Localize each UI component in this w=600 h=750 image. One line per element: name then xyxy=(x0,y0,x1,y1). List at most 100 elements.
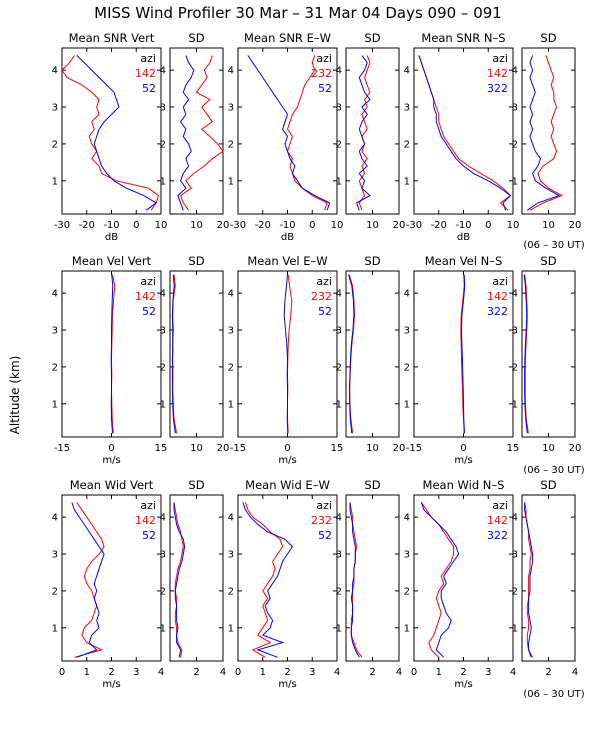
vel-ew-sd-xtick-label: 10 xyxy=(366,443,379,454)
vel-ew-ytick-label: 3 xyxy=(228,326,234,337)
wid-vert-sd-ytick-label: 1 xyxy=(160,623,166,634)
vel-ns-sd-title: SD xyxy=(540,254,556,268)
snr-ew-title: Mean SNR E–W xyxy=(244,31,331,45)
vel-vert-sd-title: SD xyxy=(188,254,204,268)
snr-ew-ytick-label: 1 xyxy=(228,176,234,187)
vel-vert-series-52 xyxy=(110,274,114,434)
vel-ew-xtick-label: 15 xyxy=(331,443,344,454)
vel-ew-xtick-label: 0 xyxy=(284,443,290,454)
wid-ew-legend-header: azi xyxy=(316,499,332,512)
vel-ew-series-52 xyxy=(283,274,289,434)
snr-ew-sd-frame xyxy=(345,47,400,215)
wid-ew-ytick-label: 4 xyxy=(228,513,234,524)
wid-ns-sd-xtick-label: 4 xyxy=(572,667,578,678)
vel-ns-sd-ytick-label: 3 xyxy=(512,326,518,337)
vel-vert-sd-ytick-label: 2 xyxy=(160,362,166,373)
wid-ns-xtick-label: 2 xyxy=(460,667,466,678)
snr-vert-ytick-label: 2 xyxy=(52,139,58,150)
wid-ew-ytick-label: 1 xyxy=(228,623,234,634)
snr-ew-sd-ytick-label: 2 xyxy=(336,139,342,150)
wid-vert-legend-entry: 142 xyxy=(135,514,156,527)
snr-vert-legend-entry: 142 xyxy=(135,67,156,80)
snr-vert-xtick-label: -10 xyxy=(103,220,119,231)
vel-ns-sd-panel: SD 1 2 3 4 10 20 xyxy=(512,254,582,454)
snr-ew-xlabel: dB xyxy=(281,232,294,243)
snr-vert-sd-ytick-label: 4 xyxy=(160,66,166,77)
wid-ns-ytick-label: 3 xyxy=(404,550,410,561)
vel-ns-legend-entry: 322 xyxy=(487,305,508,318)
snr-ew-sd-xtick-label: 10 xyxy=(366,220,379,231)
wid-vert-sd-ytick-label: 4 xyxy=(160,513,166,524)
vel-ns-sd-xtick-label: 10 xyxy=(542,443,555,454)
wid-vert-ytick-label: 1 xyxy=(52,623,58,634)
wid-ns-sd-series-142 xyxy=(524,502,534,658)
vel-vert-title: Mean Vel Vert xyxy=(72,254,152,268)
vel-vert-ytick-label: 1 xyxy=(52,399,58,410)
snr-ew-xtick-label: 0 xyxy=(309,220,315,231)
wid-vert-ytick-label: 3 xyxy=(52,550,58,561)
altitude-axis-label: Altitude (km) xyxy=(8,356,22,435)
snr-vert-sd-xtick-label: 10 xyxy=(190,220,203,231)
wid-ns-sd-ytick-label: 1 xyxy=(512,623,518,634)
snr-ns-sd-panel: SD 1 2 3 4 10 20 xyxy=(512,31,582,231)
snr-ew-xtick-label: -20 xyxy=(255,220,271,231)
wid-ew-sd-title: SD xyxy=(364,478,380,492)
wid-ns-legend-entry: 322 xyxy=(487,529,508,542)
snr-ew-xtick-label: 10 xyxy=(331,220,344,231)
snr-ns-ytick-label: 2 xyxy=(404,139,410,150)
snr-ew-series-52 xyxy=(247,55,331,211)
snr-vert-title: Mean SNR Vert xyxy=(69,31,155,45)
wid-vert-ytick-label: 4 xyxy=(52,513,58,524)
vel-vert-ytick-label: 3 xyxy=(52,326,58,337)
wid-ew-sd-panel: SD 1 2 3 4 2 4 xyxy=(336,478,403,678)
wid-ew-legend-entry: 232 xyxy=(311,514,332,527)
wid-vert-sd-series-52 xyxy=(173,502,186,658)
vel-ns-ytick-label: 1 xyxy=(404,399,410,410)
snr-ew-xtick-label: -30 xyxy=(230,220,246,231)
wid-ew-xtick-label: 2 xyxy=(284,667,290,678)
wid-ns-title: Mean Wid N–S xyxy=(423,478,505,492)
snr-ns-sd-series-142 xyxy=(529,55,563,211)
snr-ns-sd-ytick-label: 2 xyxy=(512,139,518,150)
snr-ew-legend-header: azi xyxy=(316,52,332,65)
snr-ew-legend-entry: 52 xyxy=(318,82,332,95)
vel-vert-legend-entry: 142 xyxy=(135,290,156,303)
vel-ew-xlabel: m/s xyxy=(278,455,296,466)
wid-ns-sd-ytick-label: 3 xyxy=(512,550,518,561)
vel-ew-ytick-label: 2 xyxy=(228,362,234,373)
vel-vert-sd-frame xyxy=(169,270,224,438)
vel-vert-sd-series-52 xyxy=(171,274,176,434)
vel-ew-sd-ytick-label: 1 xyxy=(336,399,342,410)
vel-vert-sd-ytick-label: 4 xyxy=(160,289,166,300)
wid-ew-sd-xtick-label: 2 xyxy=(369,667,375,678)
vel-ns-ytick-label: 2 xyxy=(404,362,410,373)
snr-ns-xtick-label: -20 xyxy=(431,220,447,231)
snr-ew-sd-ytick-label: 4 xyxy=(336,66,342,77)
snr-vert-sd-title: SD xyxy=(188,31,204,45)
wid-ew-series-52 xyxy=(242,502,294,658)
wid-vert-xlabel: m/s xyxy=(102,679,120,690)
snr-vert-xtick-label: 10 xyxy=(155,220,168,231)
vel-ew-sd-panel: SD 1 2 3 4 10 20 xyxy=(336,254,406,454)
snr-ns-ytick-label: 4 xyxy=(404,66,410,77)
vel-ew-xtick-label: -15 xyxy=(230,443,246,454)
snr-ew-xtick-label: -10 xyxy=(279,220,295,231)
vel-vert-xtick-label: 15 xyxy=(155,443,168,454)
vel-vert-sd-ytick-label: 1 xyxy=(160,399,166,410)
wid-ns-sd-xtick-label: 2 xyxy=(545,667,551,678)
wid-ns-sd-panel: SD 1 2 3 4 2 4 xyxy=(512,478,579,678)
snr-ns-sd-ytick-label: 4 xyxy=(512,66,518,77)
vel-vert-sd-ytick-label: 3 xyxy=(160,326,166,337)
vel-vert-xtick-label: -15 xyxy=(54,443,70,454)
vel-ns-xtick-label: 0 xyxy=(460,443,466,454)
vel-vert-ytick-label: 4 xyxy=(52,289,58,300)
wid-vert-xtick-label: 2 xyxy=(108,667,114,678)
snr-ew-ytick-label: 2 xyxy=(228,139,234,150)
snr-ew-ytick-label: 3 xyxy=(228,103,234,114)
snr-ew-sd-title: SD xyxy=(364,31,380,45)
wid-ew-legend-entry: 52 xyxy=(318,529,332,542)
snr-ns-legend-entry: 322 xyxy=(487,82,508,95)
snr-vert-sd-series-142 xyxy=(179,55,224,211)
